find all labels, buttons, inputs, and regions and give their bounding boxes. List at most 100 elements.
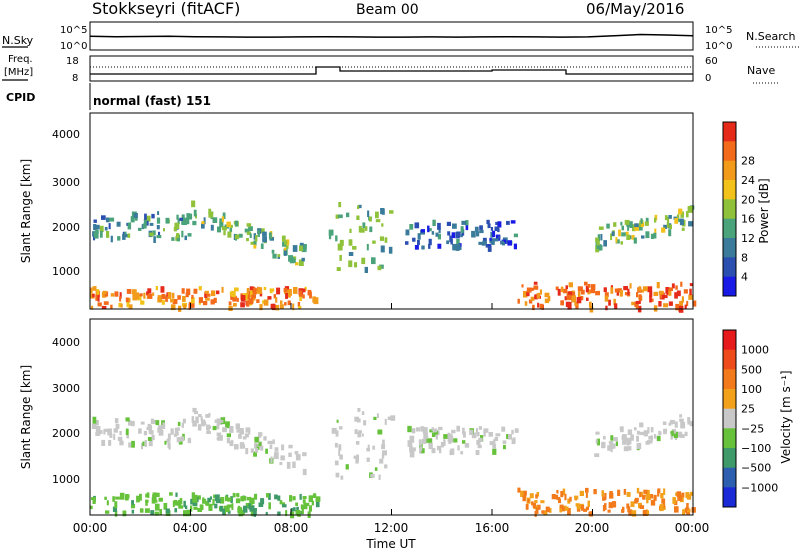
- data-cell: [354, 262, 358, 268]
- data-cell: [527, 499, 530, 503]
- data-cell: [130, 420, 135, 427]
- data-cell: [490, 231, 494, 238]
- data-cell: [267, 440, 273, 445]
- colorbar-tick: 24: [741, 174, 755, 187]
- data-cell: [270, 456, 273, 463]
- data-cell: [435, 232, 439, 237]
- data-cell: [586, 297, 589, 301]
- data-cell: [174, 508, 178, 513]
- data-cell: [460, 451, 464, 455]
- data-cell: [409, 224, 414, 230]
- data-cell: [158, 497, 163, 502]
- data-cell: [180, 436, 185, 442]
- data-cell: [644, 221, 649, 226]
- data-cell: [183, 304, 187, 309]
- data-cell: [147, 437, 153, 441]
- data-cell: [358, 430, 362, 434]
- colorbar-swatch: [723, 122, 736, 142]
- data-cell: [279, 462, 283, 466]
- data-cell: [613, 222, 617, 227]
- data-cell: [490, 227, 493, 231]
- data-cell: [577, 286, 583, 292]
- data-cell: [422, 427, 428, 434]
- data-cell: [149, 222, 154, 226]
- data-cell: [114, 510, 118, 517]
- data-cell: [101, 305, 107, 310]
- data-cell: [185, 511, 188, 516]
- data-cell: [535, 494, 538, 499]
- noise-ytick-top-right: 10^5: [705, 25, 732, 36]
- colorbar-tick: −500: [741, 462, 771, 475]
- noise-panel: N.Sky 10^5 10^0 10^5 10^0 N.Search: [2, 21, 800, 52]
- data-cell: [213, 297, 217, 303]
- data-cell: [687, 417, 691, 423]
- data-cell: [196, 495, 201, 500]
- data-cell: [602, 505, 606, 512]
- data-cell: [245, 448, 249, 455]
- data-cell: [131, 289, 137, 295]
- data-cell: [92, 286, 97, 291]
- data-cell: [156, 217, 161, 224]
- data-cell: [595, 290, 600, 296]
- data-cell: [216, 423, 220, 430]
- data-cell: [622, 441, 627, 445]
- data-cell: [476, 431, 480, 437]
- data-cell: [168, 442, 171, 450]
- data-cell: [192, 420, 197, 427]
- data-cell: [128, 442, 132, 448]
- data-cell: [286, 239, 290, 246]
- data-cell: [151, 497, 156, 504]
- nave-ytick-bottom: 0: [705, 73, 711, 84]
- data-cell: [208, 211, 214, 218]
- data-cell: [674, 506, 679, 513]
- data-cell: [629, 283, 632, 289]
- data-cell: [145, 500, 148, 506]
- data-cell: [174, 427, 178, 435]
- data-cell: [151, 213, 155, 219]
- data-cell: [191, 200, 196, 208]
- colorbar-swatch: [723, 467, 736, 488]
- data-cell: [661, 227, 666, 233]
- xtick-3: 12:00: [374, 521, 409, 535]
- data-cell: [381, 209, 385, 215]
- data-cell: [204, 290, 209, 294]
- data-cell: [534, 511, 537, 517]
- data-cell: [634, 224, 639, 231]
- data-cell: [250, 511, 254, 517]
- data-cell: [131, 500, 134, 505]
- data-cell: [532, 304, 535, 311]
- data-cell: [382, 450, 387, 456]
- data-cell: [624, 292, 628, 296]
- data-cell: [675, 303, 679, 311]
- data-cell: [631, 510, 637, 517]
- colorbar-swatch: [723, 257, 736, 278]
- data-cell: [376, 413, 379, 418]
- data-cell: [650, 427, 654, 433]
- data-cell: [281, 444, 285, 451]
- data-cell: [166, 292, 169, 297]
- velocity-ytick-3000: 3000: [52, 382, 80, 395]
- colorbar-tick: 25: [741, 403, 755, 416]
- data-cell: [437, 233, 441, 240]
- data-cell: [462, 427, 465, 435]
- data-cell: [407, 425, 412, 433]
- data-cell: [95, 426, 101, 433]
- colorbar-swatch: [723, 330, 736, 351]
- data-cell: [680, 421, 686, 429]
- data-cell: [673, 431, 678, 439]
- data-cell: [452, 243, 458, 251]
- data-cell: [109, 217, 115, 222]
- data-cell: [580, 289, 585, 295]
- data-cell: [531, 287, 534, 291]
- data-cell: [429, 228, 432, 232]
- data-cell: [154, 492, 160, 497]
- data-cell: [674, 292, 678, 299]
- data-cell: [242, 436, 247, 440]
- data-cell: [102, 290, 107, 295]
- data-cell: [533, 281, 538, 285]
- data-cell: [633, 427, 637, 431]
- data-cell: [295, 262, 299, 266]
- data-cell: [313, 297, 319, 305]
- data-cell: [585, 506, 589, 511]
- data-cell: [565, 285, 568, 289]
